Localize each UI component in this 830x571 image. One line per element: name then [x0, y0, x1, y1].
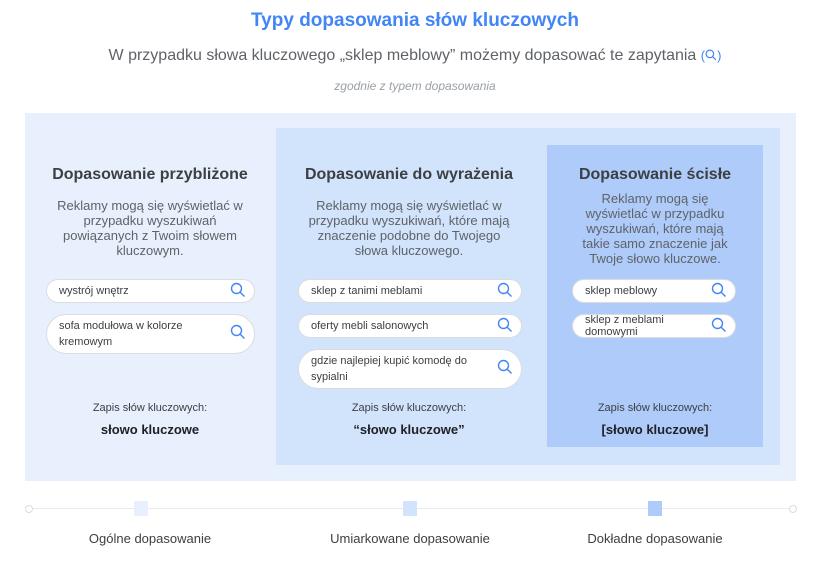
search-icon: () — [700, 48, 722, 63]
query-text: oferty mebli salonowych — [311, 320, 429, 332]
exact-heading: Dopasowanie ścisłe — [578, 166, 732, 183]
legend-swatch-phrase — [403, 501, 417, 516]
broad-description: Reklamy mogą się wyświetlać w przypadku … — [57, 198, 243, 258]
scale-end-dot — [789, 505, 797, 513]
subtitle-text: W przypadku słowa kluczowego „sklep mebl… — [108, 47, 697, 64]
phrase-notation-label: Zapis słów kluczowych: — [351, 402, 467, 414]
page-title: Typy dopasowania słów kluczowych — [250, 10, 579, 31]
query-text: sklep z tanimi meblami — [311, 285, 423, 297]
subtitle: W przypadku słowa kluczowego „sklep mebl… — [0, 47, 830, 65]
phrase-notation: “słowo kluczowe” — [353, 422, 465, 437]
note: zgodnie z typem dopasowania — [334, 79, 496, 93]
query-text: sklep z meblami domowymi — [585, 314, 664, 338]
broad-notation-label: Zapis słów kluczowych: — [92, 402, 208, 414]
search-icon[interactable] — [497, 282, 513, 301]
phrase-query-box[interactable]: sklep z tanimi meblami — [298, 279, 522, 303]
broad-heading: Dopasowanie przybliżone — [52, 166, 248, 183]
search-icon[interactable] — [497, 317, 513, 336]
legend-phrase: Umiarkowane dopasowanie — [330, 531, 490, 546]
legend-broad: Ogólne dopasowanie — [88, 531, 212, 546]
phrase-query-box[interactable]: oferty mebli salonowych — [298, 314, 522, 338]
search-icon[interactable] — [711, 317, 727, 336]
search-icon[interactable] — [230, 282, 246, 301]
exact-query-box[interactable]: sklep z meblami domowymi — [572, 314, 736, 338]
legend-exact: Dokładne dopasowanie — [587, 531, 723, 546]
exact-query-box[interactable]: sklep meblowy — [572, 279, 736, 303]
search-icon[interactable] — [497, 359, 513, 380]
search-icon[interactable] — [230, 324, 246, 345]
phrase-query-box[interactable]: gdzie najlepiej kupić komodę do sypialni — [298, 349, 522, 389]
phrase-heading: Dopasowanie do wyrażenia — [304, 166, 514, 183]
exact-description: Reklamy mogą się wyświetlać w przypadku … — [582, 191, 728, 266]
exact-notation: [słowo kluczowe] — [601, 422, 709, 437]
search-icon[interactable] — [711, 282, 727, 301]
query-text: sofa modułowa w kolorze kremowym — [59, 320, 183, 348]
broad-query-box[interactable]: sofa modułowa w kolorze kremowym — [46, 314, 255, 354]
broad-notation: słowo kluczowe — [100, 422, 200, 437]
scale-start-dot — [25, 505, 33, 513]
query-text: wystrój wnętrz — [59, 285, 129, 297]
query-text: sklep meblowy — [585, 285, 658, 297]
broad-query-box[interactable]: wystrój wnętrz — [46, 279, 255, 303]
exact-notation-label: Zapis słów kluczowych: — [597, 402, 713, 414]
phrase-description: Reklamy mogą się wyświetlać w przypadku … — [308, 198, 510, 258]
query-text: gdzie najlepiej kupić komodę do sypialni — [311, 355, 467, 383]
legend-swatch-exact — [648, 501, 662, 516]
legend-swatch-broad — [134, 501, 148, 516]
